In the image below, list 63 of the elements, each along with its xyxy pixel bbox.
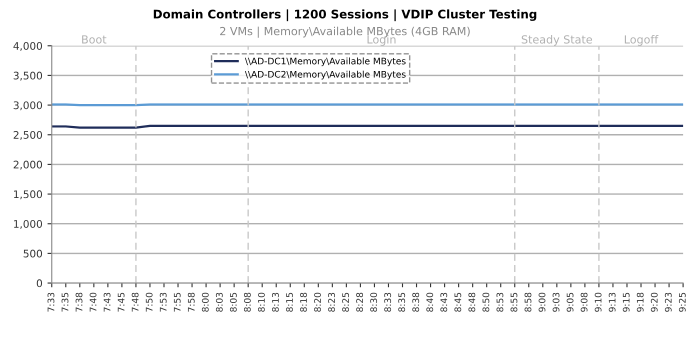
x-tick-label: 7:58 (188, 292, 195, 312)
x-tick-label: 8:58 (524, 292, 532, 312)
annotation: Steady State (522, 35, 592, 46)
legend-label: \\AD-DC1\Memory\Available MBytes (244, 57, 406, 66)
x-tick-label: 8:28 (356, 292, 364, 312)
y-tick-label: 3,000 (14, 101, 42, 110)
x-tick-label: 7:55 (174, 292, 181, 312)
x-tick-label: 8:40 (426, 292, 434, 312)
x-tick-label: 9:05 (566, 292, 574, 312)
annotation: Logoff (624, 35, 658, 46)
x-tick-label: 9:08 (580, 292, 588, 312)
x-tick-label: 8:13 (272, 292, 279, 312)
x-tick-label: 8:10 (258, 292, 265, 312)
x-tick-label: 8:05 (230, 292, 237, 312)
x-tick-label: 7:40 (90, 292, 96, 312)
chart-title: Domain Controllers | 1200 Sessions | VDIP Cluster Testing (154, 9, 536, 22)
y-tick-label: 0 (36, 279, 42, 288)
y-tick-label: 2,000 (14, 160, 42, 170)
x-tick-label: 8:55 (510, 292, 518, 312)
x-tick-label: 9:18 (636, 292, 644, 312)
annotation: Login (368, 35, 396, 46)
x-tick-label: 7:35 (62, 292, 68, 312)
y-tick-label: 1,500 (14, 190, 42, 200)
x-tick-label: 8:38 (412, 292, 420, 312)
x-tick-label: 8:43 (440, 292, 448, 312)
text: Boot (82, 35, 106, 44)
x-tick-label: 8:30 (370, 292, 378, 312)
x-tick-label: 7:50 (146, 292, 153, 312)
x-tick-label: 8:15 (286, 292, 293, 312)
x-tick-label: 8:50 (482, 292, 490, 312)
x-tick-label: 7:38 (76, 292, 82, 312)
x-tick-label: 7:33 (48, 292, 54, 312)
x-tick-label: 7:45 (118, 292, 125, 312)
y-tick-label: 500 (24, 250, 42, 258)
x-tick-label: 8:25 (342, 292, 349, 312)
x-tick-label: 9:10 (594, 292, 602, 312)
x-tick-label: 9:23 (664, 292, 672, 312)
x-tick-label: 9:13 (608, 292, 616, 312)
x-tick-label: 9:25 (678, 292, 686, 312)
x-tick-label: 9:15 (622, 292, 630, 312)
y-tick-label: 2,500 (14, 130, 42, 140)
chart-subtitle: 2 VMs | Memory\Available MBytes (4GB RAM) (220, 26, 470, 38)
x-tick-label: 8:48 (468, 292, 476, 312)
y-tick-label: 1,000 (14, 220, 42, 229)
x-tick-label: 8:35 (398, 292, 406, 312)
y-tick-label: 4,000 (13, 42, 42, 51)
x-tick-label: 9:03 (552, 292, 560, 312)
x-tick-label: 8:20 (314, 292, 321, 312)
x-tick-label: 7:53 (160, 292, 167, 312)
x-tick-label: 7:43 (104, 292, 110, 312)
x-tick-label: 8:18 (300, 292, 307, 312)
x-tick-label: 8:00 (202, 292, 209, 312)
x-tick-label: 8:53 (496, 292, 504, 312)
x-tick-label: 8:45 (454, 292, 462, 312)
x-tick-label: 9:20 (650, 292, 658, 312)
legend-label: \\AD-DC2\Memory\Available MBytes (244, 70, 406, 80)
x-tick-label: 7:48 (132, 292, 139, 312)
x-tick-label: 8:33 (384, 292, 392, 312)
y-tick-label: 3,500 (14, 72, 42, 81)
x-tick-label: 8:08 (244, 292, 251, 312)
x-tick-label: 9:00 (538, 292, 546, 312)
x-tick-label: 8:23 (328, 292, 335, 312)
x-tick-label: 8:03 (216, 292, 223, 312)
